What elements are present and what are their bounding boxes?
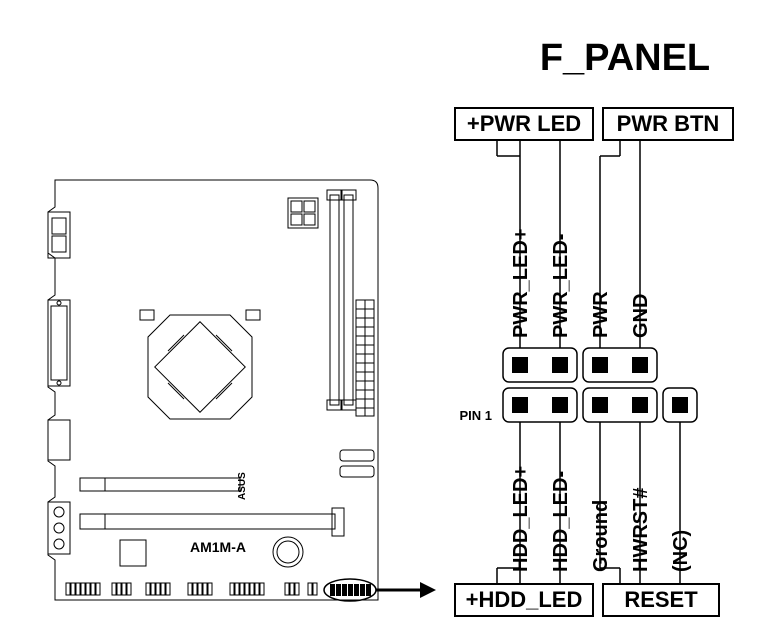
callout-arrow xyxy=(376,582,436,598)
label-pwr-led-box: +PWR LED xyxy=(467,111,581,136)
atx4-connector xyxy=(288,198,318,228)
motherboard-outline: ASUS AM1M-A xyxy=(48,180,378,601)
label-pwr-btn-box: PWR BTN xyxy=(617,111,720,136)
label-hdd-led-box: +HDD_LED xyxy=(466,587,583,612)
label-nc: (NC) xyxy=(670,530,692,572)
pin-diagram: F_PANEL +PWR LED PWR BTN +HDD_LED RESET xyxy=(455,37,733,616)
label-reset-box: RESET xyxy=(624,587,698,612)
fpanel-diagram: ASUS AM1M-A xyxy=(0,0,775,644)
label-hdd-led-plus: HDD_LED+ xyxy=(510,466,532,572)
label-pwr-led-plus: PWR_LED+ xyxy=(510,229,532,338)
cpu-socket xyxy=(140,310,260,419)
label-ground: Ground xyxy=(590,500,612,572)
sata-ports xyxy=(340,450,374,477)
label-pwr-led-minus: PWR_LED- xyxy=(550,234,572,338)
board-model: AM1M-A xyxy=(190,539,246,555)
label-hdd-led-minus: HDD_LED- xyxy=(550,471,572,572)
bottom-headers xyxy=(66,583,317,595)
board-fpanel-header xyxy=(324,579,376,601)
pin1-label: PIN 1 xyxy=(459,408,492,423)
board-brand: ASUS xyxy=(237,472,248,500)
rear-io xyxy=(48,212,70,554)
label-hwrst: HWRST# xyxy=(630,488,652,572)
atx24-connector xyxy=(356,300,374,416)
diagram-title: F_PANEL xyxy=(540,37,710,79)
ram-slots xyxy=(327,190,356,410)
pcie-slots xyxy=(80,478,344,536)
label-gnd: GND xyxy=(630,294,652,338)
label-pwr: PWR xyxy=(590,291,612,338)
pin-header xyxy=(503,348,697,422)
